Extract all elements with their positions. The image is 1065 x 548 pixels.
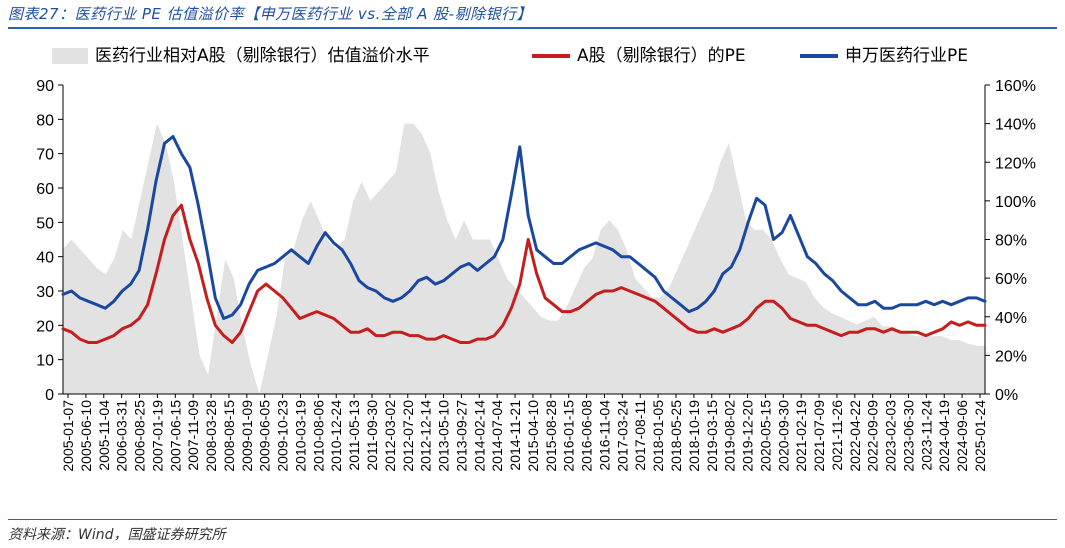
x-tick-label: 2014-02-14 <box>471 400 487 472</box>
right-tick-label: 120% <box>995 155 1036 172</box>
x-tick-label: 2023-11-24 <box>918 400 934 471</box>
x-tick-label: 2005-06-10 <box>78 400 94 472</box>
x-tick-label: 2021-11-26 <box>829 400 845 471</box>
right-tick-label: 160% <box>995 78 1036 95</box>
left-tick-label: 60 <box>36 181 54 198</box>
x-tick-label: 2017-03-24 <box>614 400 630 472</box>
pe-premium-chart: 0 10 20 30 40 50 60 70 80 90 0% 20% 40% 60% 80% 100% 120… <box>36 46 1036 472</box>
x-tick-label: 2017-08-11 <box>632 400 648 471</box>
x-tick-label: 2013-05-10 <box>436 400 452 472</box>
x-tick-label: 2018-01-05 <box>650 400 666 472</box>
x-tick-label: 2024-09-06 <box>954 400 970 472</box>
right-tick-label: 80% <box>995 233 1027 250</box>
left-tick-label: 80 <box>36 112 54 129</box>
x-tick-label: 2024-04-19 <box>936 400 952 472</box>
right-tick-label: 60% <box>995 271 1027 288</box>
a-share-pe-line <box>61 203 987 344</box>
left-tick-label: 10 <box>36 353 54 370</box>
right-tick-label: 140% <box>995 117 1036 134</box>
left-tick-label: 90 <box>36 78 54 95</box>
x-tick-label: 2007-06-15 <box>167 400 183 472</box>
x-tick-label: 2022-04-22 <box>847 400 863 472</box>
x-tick-label: 2022-09-09 <box>865 400 881 472</box>
x-tick-label: 2006-03-31 <box>114 400 130 472</box>
left-tick-label: 0 <box>45 387 54 404</box>
x-tick-label: 2023-02-03 <box>883 400 899 472</box>
x-tick-label: 2014-07-04 <box>489 400 505 472</box>
x-tick-label: 2020-05-15 <box>757 400 773 472</box>
x-tick-label: 2011-05-13 <box>346 400 362 471</box>
left-tick-label: 20 <box>36 318 54 335</box>
x-tick-label: 2016-01-15 <box>561 400 577 472</box>
x-tick-label: 2005-01-07 <box>60 400 76 472</box>
x-tick-label: 2015-04-10 <box>525 400 541 472</box>
x-tick-label: 2005-11-04 <box>96 400 112 471</box>
x-tick-label: 2019-03-15 <box>704 400 720 472</box>
x-tick-label: 2010-03-19 <box>293 400 309 472</box>
x-tick-label: 2019-12-20 <box>740 400 756 472</box>
premium-area <box>63 123 985 394</box>
footer-divider <box>8 519 1057 520</box>
x-tick-label: 2019-08-02 <box>722 400 738 472</box>
right-tick-label: 100% <box>995 194 1036 211</box>
x-tick-label: 2009-01-09 <box>239 400 255 472</box>
legend-label-premium: 医药行业相对A股（剔除银行）估值溢价水平 <box>95 46 430 66</box>
x-tick-label: 2016-11-04 <box>597 400 613 471</box>
x-tick-label: 2007-11-09 <box>185 400 201 471</box>
x-tick-label: 2013-09-27 <box>453 400 469 472</box>
right-tick-label: 40% <box>995 310 1027 327</box>
x-tick-label: 2008-03-28 <box>203 400 219 472</box>
x-tick-label: 2012-07-20 <box>400 400 416 472</box>
left-tick-label: 50 <box>36 215 54 232</box>
legend-label-a-share: A股（剔除银行）的PE <box>577 46 746 66</box>
legend-swatch-premium <box>52 48 88 64</box>
x-tick-label: 2011-09-30 <box>364 400 380 471</box>
x-tick-label: 2023-06-30 <box>901 400 917 472</box>
legend: 医药行业相对A股（剔除银行）估值溢价水平 A股（剔除银行）的PE 申万医药行业PE <box>52 46 968 66</box>
right-tick-label: 20% <box>995 348 1027 365</box>
premium-area-layer <box>63 123 985 394</box>
left-tick-label: 30 <box>36 284 54 301</box>
x-tick-label: 2009-06-05 <box>257 400 273 472</box>
x-tick-label: 2018-05-25 <box>668 400 684 472</box>
right-tick-label: 0% <box>995 387 1018 404</box>
x-tick-label: 2006-08-25 <box>132 400 148 472</box>
x-tick-label: 2012-03-02 <box>382 400 398 472</box>
x-tick-label: 2014-11-21 <box>507 400 523 471</box>
x-tick-label: 2025-01-24 <box>972 400 988 472</box>
title-divider <box>8 27 1057 29</box>
x-tick-label: 2016-06-08 <box>579 400 595 472</box>
x-tick-label: 2012-12-14 <box>418 400 434 472</box>
x-tick-label: 2020-09-30 <box>775 400 791 472</box>
x-tick-label: 2008-08-15 <box>221 400 237 472</box>
pharma-pe-line <box>61 135 987 320</box>
x-tick-label: 2018-10-19 <box>686 400 702 472</box>
legend-label-pharma: 申万医药行业PE <box>845 46 968 66</box>
chart-title: 图表27：医药行业 PE 估值溢价率【申万医药行业 vs.全部 A 股-剔除银行… <box>8 5 533 23</box>
x-tick-label: 2021-07-09 <box>811 400 827 472</box>
left-tick-label: 40 <box>36 250 54 267</box>
x-tick-label: 2010-08-06 <box>310 400 326 472</box>
x-tick-label: 2007-01-19 <box>149 400 165 472</box>
x-tick-label: 2015-08-28 <box>543 400 559 472</box>
series-lines-layer <box>61 135 987 344</box>
axes-layer: 0 10 20 30 40 50 60 70 80 90 0% 20% 40% 60% 80% 100% 120… <box>36 78 1036 472</box>
x-tick-label: 2021-02-19 <box>793 400 809 472</box>
x-tick-label: 2010-12-24 <box>328 400 344 472</box>
x-tick-label: 2009-10-23 <box>275 400 291 472</box>
left-tick-label: 70 <box>36 147 54 164</box>
source-note: 资料来源：Wind，国盛证券研究所 <box>8 527 226 543</box>
